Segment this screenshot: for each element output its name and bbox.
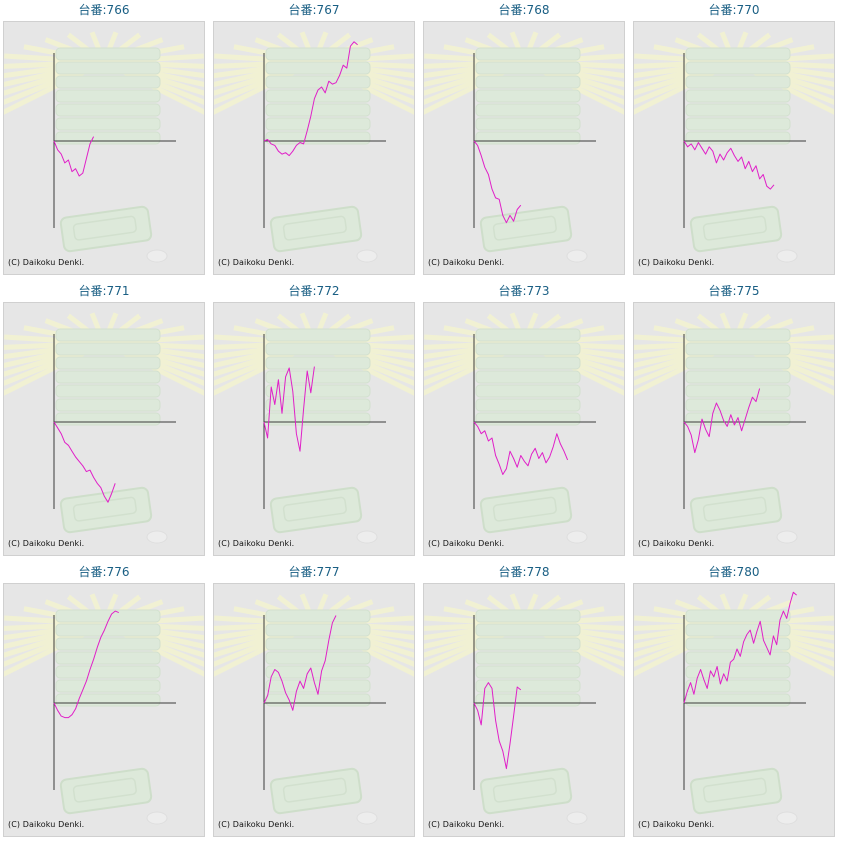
copyright-credit: (C) Daikoku Denki.: [8, 539, 85, 548]
machine-number-link[interactable]: 台番:775: [708, 284, 760, 298]
machine-graph-card: 台番:772 (C) Daikoku Denki.: [210, 281, 418, 559]
panel-background: [424, 31, 624, 263]
copyright-credit: (C) Daikoku Denki.: [218, 820, 295, 829]
copyright-credit: (C) Daikoku Denki.: [428, 820, 505, 829]
slump-graph: [473, 615, 596, 790]
background-artwork: [4, 31, 204, 263]
slump-graph: [263, 41, 386, 228]
slump-graph: [53, 53, 176, 228]
graph-panel: (C) Daikoku Denki.: [3, 302, 205, 556]
graph-panel: (C) Daikoku Denki.: [3, 21, 205, 275]
machine-number-link[interactable]: 台番:768: [498, 3, 550, 17]
machine-graph-card: 台番:770 (C) Daikoku Denki.: [630, 0, 838, 278]
machine-graph-card: 台番:780 (C) Daikoku Denki.: [630, 562, 838, 840]
panel-background: [4, 31, 204, 263]
machine-number-link[interactable]: 台番:771: [78, 284, 130, 298]
machine-graph-card: 台番:767 (C) Daikoku Denki.: [210, 0, 418, 278]
machine-graph-card: 台番:778 (C) Daikoku Denki.: [420, 562, 628, 840]
machine-graph-card: 台番:766 (C) Daikoku Denki.: [0, 0, 208, 278]
slump-graph: [683, 53, 806, 228]
copyright-credit: (C) Daikoku Denki.: [218, 258, 295, 267]
graph-panel: (C) Daikoku Denki.: [423, 21, 625, 275]
machine-number-link[interactable]: 台番:778: [498, 565, 550, 579]
copyright-credit: (C) Daikoku Denki.: [638, 820, 715, 829]
payout-series-line: [263, 615, 337, 711]
graph-panel: (C) Daikoku Denki.: [3, 583, 205, 837]
graph-panel: (C) Daikoku Denki.: [423, 302, 625, 556]
machine-number-link[interactable]: 台番:767: [288, 3, 340, 17]
payout-series-line: [473, 682, 522, 770]
copyright-credit: (C) Daikoku Denki.: [8, 820, 85, 829]
graph-panel: (C) Daikoku Denki.: [213, 583, 415, 837]
background-artwork: [424, 31, 624, 263]
panel-background: [214, 593, 414, 825]
panel-background: [424, 593, 624, 825]
graph-panel: (C) Daikoku Denki.: [633, 21, 835, 275]
machine-graph-card: 台番:768 (C) Daikoku Denki.: [420, 0, 628, 278]
copyright-credit: (C) Daikoku Denki.: [638, 539, 715, 548]
payout-series-line: [473, 421, 569, 475]
payout-series-line: [53, 610, 119, 719]
machine-number-link[interactable]: 台番:766: [78, 3, 130, 17]
payout-series-line: [263, 41, 358, 157]
payout-series-line: [53, 136, 95, 177]
copyright-credit: (C) Daikoku Denki.: [8, 258, 85, 267]
graph-panel: (C) Daikoku Denki.: [213, 302, 415, 556]
slump-graph: [473, 334, 596, 509]
background-artwork: [634, 312, 834, 544]
slump-graph: [683, 591, 806, 790]
machine-graph-card: 台番:777 (C) Daikoku Denki.: [210, 562, 418, 840]
slump-graph: [53, 334, 176, 509]
background-artwork: [214, 593, 414, 825]
slump-graph: [263, 615, 386, 790]
slump-graph: [263, 334, 386, 509]
background-artwork: [4, 593, 204, 825]
panel-background: [4, 312, 204, 544]
machine-graph-card: 台番:773 (C) Daikoku Denki.: [420, 281, 628, 559]
background-artwork: [4, 312, 204, 544]
graph-panel: (C) Daikoku Denki.: [633, 583, 835, 837]
background-artwork: [424, 593, 624, 825]
payout-series-line: [683, 591, 797, 704]
slump-graph: [473, 53, 596, 228]
copyright-credit: (C) Daikoku Denki.: [218, 539, 295, 548]
slump-graph: [683, 334, 806, 509]
payout-series-line: [473, 140, 522, 224]
machine-number-link[interactable]: 台番:777: [288, 565, 340, 579]
copyright-credit: (C) Daikoku Denki.: [638, 258, 715, 267]
copyright-credit: (C) Daikoku Denki.: [428, 258, 505, 267]
machine-number-link[interactable]: 台番:773: [498, 284, 550, 298]
copyright-credit: (C) Daikoku Denki.: [428, 539, 505, 548]
graph-panel: (C) Daikoku Denki.: [633, 302, 835, 556]
payout-series-line: [683, 388, 761, 454]
machine-number-link[interactable]: 台番:780: [708, 565, 760, 579]
payout-series-line: [683, 140, 775, 190]
panel-background: [4, 593, 204, 825]
machine-graph-card: 台番:775 (C) Daikoku Denki.: [630, 281, 838, 559]
payout-series-line: [263, 366, 315, 452]
machine-graph-card: 台番:771 (C) Daikoku Denki.: [0, 281, 208, 559]
panel-background: [634, 312, 834, 544]
payout-series-line: [53, 421, 116, 503]
machine-number-link[interactable]: 台番:776: [78, 565, 130, 579]
machine-number-link[interactable]: 台番:772: [288, 284, 340, 298]
slump-graph: [53, 610, 176, 790]
machine-number-link[interactable]: 台番:770: [708, 3, 760, 17]
graph-panel: (C) Daikoku Denki.: [423, 583, 625, 837]
graph-panel: (C) Daikoku Denki.: [213, 21, 415, 275]
machine-graph-card: 台番:776 (C) Daikoku Denki.: [0, 562, 208, 840]
